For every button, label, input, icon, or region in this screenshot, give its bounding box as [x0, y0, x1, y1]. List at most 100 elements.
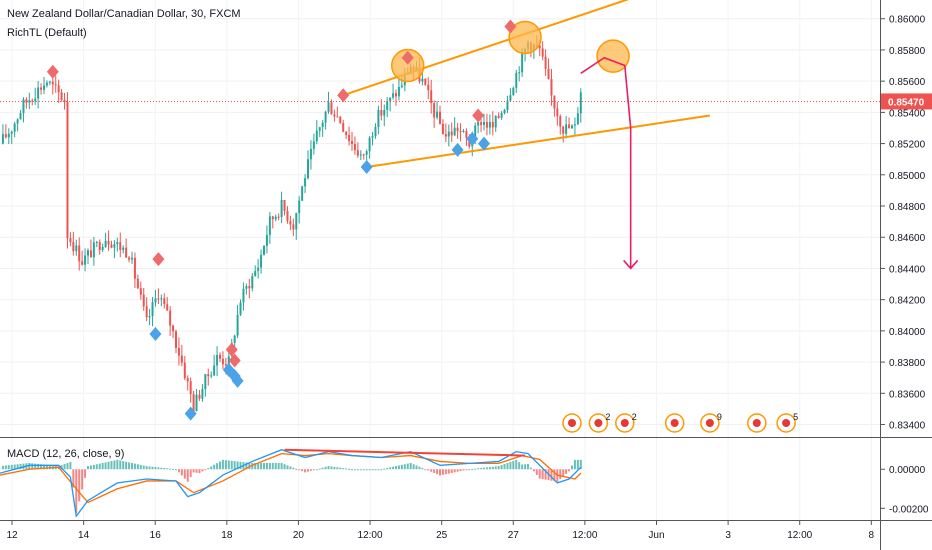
- macd-histogram-bar: [450, 469, 453, 473]
- candle-body: [274, 216, 277, 220]
- candle-body: [444, 134, 447, 137]
- candle-body: [166, 304, 169, 311]
- candle-body: [553, 95, 556, 109]
- candle-body: [60, 92, 63, 100]
- macd-histogram-bar: [365, 469, 368, 471]
- macd-histogram-bar: [236, 461, 239, 470]
- macd-histogram-bar: [7, 465, 10, 470]
- macd-histogram-bar: [488, 467, 491, 470]
- candle-body: [157, 298, 160, 300]
- price-tick-label: 0.85200: [889, 140, 926, 151]
- price-tick-label: 0.84200: [889, 296, 926, 307]
- macd-histogram-bar: [562, 469, 565, 477]
- candle-body: [441, 123, 444, 135]
- time-tick-label: 12:00: [787, 530, 812, 541]
- candle-body: [568, 124, 571, 129]
- candle-body: [51, 81, 54, 85]
- candle-body: [544, 56, 547, 69]
- macd-histogram-bar: [447, 469, 450, 474]
- macd-histogram-bar: [362, 469, 365, 471]
- time-axis[interactable]: 12 14 16 18 20 12:00 25 27 12:00 Jun 3 12:00 8: [6, 521, 875, 541]
- candle-body: [22, 99, 25, 114]
- economic-event-icon[interactable]: [664, 413, 685, 433]
- candle-body: [480, 122, 483, 125]
- macd-histogram-bar: [506, 462, 509, 470]
- macd-histogram-bar: [286, 465, 289, 470]
- event-icon-flag: [568, 419, 576, 427]
- candle-body: [116, 242, 119, 245]
- macd-histogram-bar: [559, 469, 562, 480]
- candle-body: [327, 102, 330, 112]
- candle-body: [559, 116, 562, 127]
- current-price-label: 0.85470: [888, 97, 925, 108]
- candle-body: [87, 250, 89, 256]
- candle-body: [365, 151, 368, 155]
- candle-body: [192, 394, 195, 412]
- macd-histogram-bar: [37, 463, 40, 470]
- candle-body: [34, 98, 37, 102]
- candle-body: [213, 365, 216, 376]
- macd-histogram-bar: [295, 468, 298, 470]
- economic-event-icon[interactable]: [562, 413, 582, 433]
- candle-body: [169, 310, 172, 326]
- candle-body: [494, 115, 497, 128]
- annotation-overlay[interactable]: 0.85470 2 2 9 5: [0, 0, 932, 433]
- candle-body: [10, 131, 13, 134]
- macd-histogram-bar: [169, 468, 172, 470]
- macd-histogram-bar: [380, 469, 383, 471]
- candle-body: [175, 331, 177, 348]
- candle-body: [257, 267, 260, 271]
- price-axis[interactable]: 0.86000 0.85800 0.85600 0.85400 0.85200 0.850…: [881, 15, 929, 516]
- price-tick-label: 0.83600: [889, 389, 926, 400]
- buy-signal-marker: [451, 142, 464, 157]
- macd-histogram-bar: [151, 466, 154, 470]
- macd-label: MACD (12, 26, close, 9): [7, 448, 125, 460]
- macd-histogram-bar: [119, 460, 122, 470]
- event-icon-flag: [705, 419, 714, 427]
- macd-histogram-bar: [441, 469, 444, 475]
- price-tick-label: 0.84600: [889, 233, 926, 244]
- candle-body: [180, 355, 183, 363]
- candle-body: [538, 45, 541, 49]
- macd-histogram-bar: [550, 469, 553, 481]
- macd-histogram-bar: [374, 469, 377, 471]
- macd-histogram-bar: [327, 466, 330, 470]
- economic-event-icon[interactable]: 2: [615, 412, 637, 433]
- macd-histogram-bar: [139, 464, 142, 470]
- macd-histogram-bar: [201, 469, 204, 472]
- time-tick-label: 27: [508, 530, 520, 541]
- macd-histogram-bar: [397, 465, 400, 470]
- candle-body: [336, 116, 339, 118]
- channel-upper-line: [342, 0, 630, 97]
- highlight-circle: [390, 48, 425, 83]
- economic-event-icon[interactable]: [747, 413, 767, 433]
- channel-lower-line: [366, 114, 711, 168]
- macd-histogram-bar: [292, 467, 295, 470]
- candle-body: [309, 148, 312, 160]
- macd-histogram-bar: [78, 469, 81, 502]
- economic-event-icon[interactable]: 2: [588, 412, 610, 433]
- macd-histogram-bar: [116, 459, 119, 470]
- candle-body: [251, 275, 254, 289]
- candle-body: [119, 242, 122, 250]
- candle-body: [268, 216, 271, 235]
- macd-histogram-bar: [342, 468, 345, 470]
- candle-body: [210, 375, 213, 377]
- price-tick-label: 0.85400: [889, 108, 926, 119]
- macd-histogram-bar: [491, 466, 494, 470]
- candle-body: [321, 122, 324, 128]
- macd-tick-label: -0.00200: [889, 504, 929, 515]
- macd-histogram-bar: [75, 469, 78, 513]
- candle-body: [216, 354, 219, 366]
- buy-signal-marker: [478, 136, 490, 151]
- macd-histogram-bar: [576, 459, 579, 470]
- economic-event-icon[interactable]: 5: [776, 412, 798, 433]
- candle-body: [307, 159, 309, 179]
- price-tick-label: 0.86000: [889, 15, 926, 26]
- macd-histogram-bar: [260, 462, 263, 470]
- candle-body: [456, 127, 459, 132]
- economic-event-icon[interactable]: 9: [700, 412, 722, 433]
- candle-body: [436, 111, 439, 118]
